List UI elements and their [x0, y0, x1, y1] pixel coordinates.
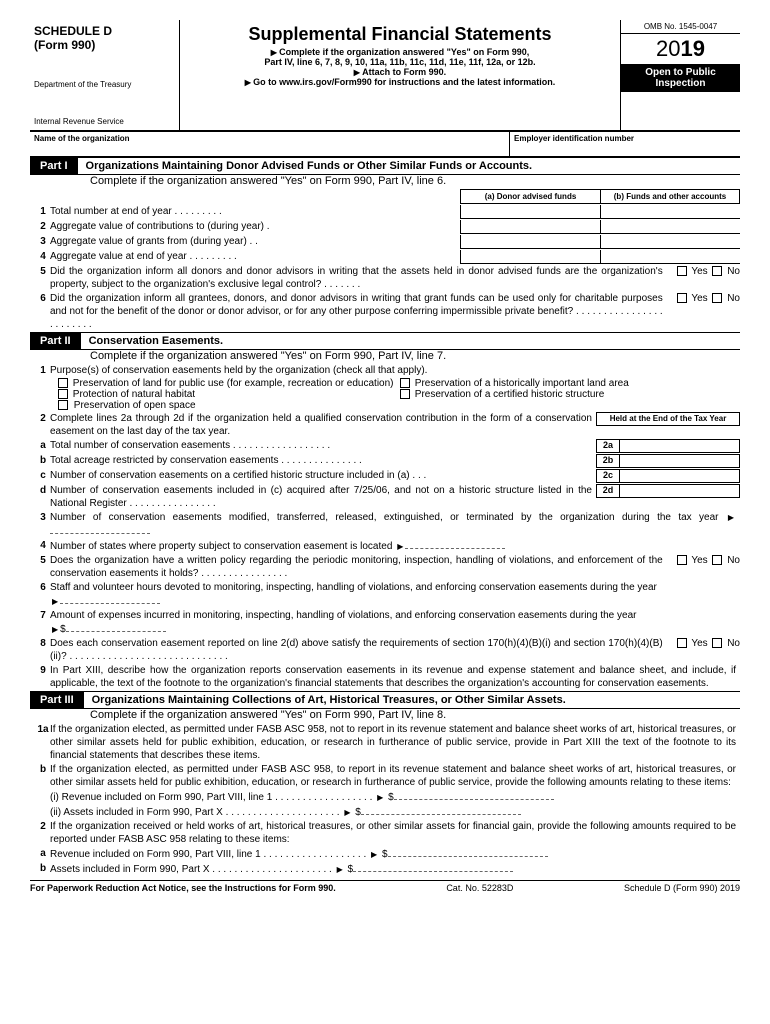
part1-tag: Part I	[30, 158, 78, 174]
ein-label[interactable]: Employer identification number	[510, 132, 740, 156]
part2-line1: 1Purpose(s) of conservation easements he…	[30, 364, 740, 377]
part1-line6: 6Did the organization inform all grantee…	[30, 292, 740, 331]
p2-l3-input[interactable]	[50, 524, 150, 534]
part3-sub: Complete if the organization answered "Y…	[30, 709, 740, 721]
form-header: SCHEDULE D (Form 990) Department of the …	[30, 20, 740, 132]
form-title: Supplemental Financial Statements	[186, 24, 614, 45]
part2-line7: 7Amount of expenses incurred in monitori…	[30, 609, 740, 636]
p1-l3-b[interactable]	[600, 235, 740, 249]
part1-line2: 2Aggregate value of contributions to (du…	[30, 220, 740, 234]
part2-line2d: dNumber of conservation easements includ…	[30, 484, 740, 510]
p2-l5-no[interactable]	[712, 555, 722, 565]
schedule-label: SCHEDULE D	[34, 24, 175, 38]
p2-2a-val[interactable]	[620, 439, 740, 453]
part3-line2b: bAssets included in Form 990, Part X . .…	[30, 862, 740, 876]
part3-line1b: bIf the organization elected, as permitt…	[30, 763, 740, 789]
part2-line6: 6Staff and volunteer hours devoted to mo…	[30, 581, 740, 608]
p2-c5[interactable]	[58, 400, 68, 410]
open-public: Open to PublicInspection	[621, 64, 740, 92]
p1-l6-yes[interactable]	[677, 293, 687, 303]
p2-2c-val[interactable]	[620, 469, 740, 483]
part2-line2: 2 Complete lines 2a through 2d if the or…	[30, 412, 740, 438]
p2-l8-no[interactable]	[712, 638, 722, 648]
part1-sub: Complete if the organization answered "Y…	[30, 175, 740, 187]
part3-line1bi: (i) Revenue included on Form 990, Part V…	[30, 790, 740, 804]
part2-line2b: bTotal acreage restricted by conservatio…	[30, 454, 740, 468]
dept-line1: Department of the Treasury	[34, 80, 175, 89]
part2-header: Part II Conservation Easements.	[30, 332, 740, 350]
p3-2b-input[interactable]	[353, 862, 513, 872]
p1-l6-no[interactable]	[712, 293, 722, 303]
part3-line1a: 1aIf the organization elected, as permit…	[30, 723, 740, 762]
part1-line3: 3Aggregate value of grants from (during …	[30, 235, 740, 249]
p1-l3-a[interactable]	[460, 235, 600, 249]
p3-1bi-input[interactable]	[394, 790, 554, 800]
part2-line3: 3Number of conservation easements modifi…	[30, 511, 740, 538]
end-tax-year-header: Held at the End of the Tax Year	[596, 412, 740, 426]
sub-instruction-1: Complete if the organization answered "Y…	[186, 47, 614, 57]
part2-line8: 8Does each conservation easement reporte…	[30, 637, 740, 663]
p2-c3[interactable]	[58, 389, 68, 399]
form-label: (Form 990)	[34, 38, 175, 52]
part3-line1bii: (ii) Assets included in Form 990, Part X…	[30, 805, 740, 819]
part1-line4: 4Aggregate value at end of year . . . . …	[30, 250, 740, 264]
p1-l2-a[interactable]	[460, 220, 600, 234]
tax-year: 2019	[621, 34, 740, 64]
part2-tag: Part II	[30, 333, 81, 349]
footer-left: For Paperwork Reduction Act Notice, see …	[30, 883, 336, 893]
org-name-label[interactable]: Name of the organization	[30, 132, 510, 156]
p1-l5-yes[interactable]	[677, 266, 687, 276]
p2-l5-yes[interactable]	[677, 555, 687, 565]
part3-tag: Part III	[30, 692, 84, 708]
p2-l6-input[interactable]	[60, 594, 160, 604]
part1-title: Organizations Maintaining Donor Advised …	[78, 160, 533, 172]
p2-c1[interactable]	[58, 378, 68, 388]
p3-1bii-input[interactable]	[361, 805, 521, 815]
part3-title: Organizations Maintaining Collections of…	[84, 694, 566, 706]
p1-l2-b[interactable]	[600, 220, 740, 234]
p2-2d-val[interactable]	[620, 484, 740, 498]
sub-instruction-2: Part IV, line 6, 7, 8, 9, 10, 11a, 11b, …	[186, 57, 614, 67]
part2-line9: 9In Part XIII, describe how the organiza…	[30, 664, 740, 690]
p1-l5-no[interactable]	[712, 266, 722, 276]
name-ein-row: Name of the organization Employer identi…	[30, 132, 740, 157]
p2-c4[interactable]	[400, 389, 410, 399]
p2-c2[interactable]	[400, 378, 410, 388]
footer-right: Schedule D (Form 990) 2019	[624, 883, 740, 893]
p2-l8-yes[interactable]	[677, 638, 687, 648]
part1-header: Part I Organizations Maintaining Donor A…	[30, 157, 740, 175]
part2-sub: Complete if the organization answered "Y…	[30, 350, 740, 362]
part3-line2: 2If the organization received or held wo…	[30, 820, 740, 846]
col-b-header: (b) Funds and other accounts	[600, 189, 740, 204]
page-footer: For Paperwork Reduction Act Notice, see …	[30, 880, 740, 893]
part1-line1: 1Total number at end of year . . . . . .…	[30, 205, 740, 219]
p1-l4-a[interactable]	[460, 250, 600, 264]
p1-l1-a[interactable]	[460, 205, 600, 219]
omb-number: OMB No. 1545-0047	[621, 20, 740, 34]
sub-instruction-3: Attach to Form 990.	[186, 67, 614, 77]
p1-l4-b[interactable]	[600, 250, 740, 264]
part2-line4: 4Number of states where property subject…	[30, 539, 740, 553]
p2-l4-input[interactable]	[405, 539, 505, 549]
col-a-header: (a) Donor advised funds	[460, 189, 600, 204]
dept-line2: Internal Revenue Service	[34, 117, 175, 126]
part1-line5: 5Did the organization inform all donors …	[30, 265, 740, 291]
footer-mid: Cat. No. 52283D	[446, 883, 513, 893]
p3-2a-input[interactable]	[388, 847, 548, 857]
part3-header: Part III Organizations Maintaining Colle…	[30, 691, 740, 709]
part2-line5: 5Does the organization have a written po…	[30, 554, 740, 580]
part2-line2a: aTotal number of conservation easements …	[30, 439, 740, 453]
p1-l1-b[interactable]	[600, 205, 740, 219]
part3-line2a: aRevenue included on Form 990, Part VIII…	[30, 847, 740, 861]
part1-col-headers: (a) Donor advised funds (b) Funds and ot…	[30, 189, 740, 204]
part2-checks: Preservation of land for public use (for…	[30, 378, 740, 389]
p2-2b-val[interactable]	[620, 454, 740, 468]
p2-l7-input[interactable]	[66, 622, 166, 632]
part2-title: Conservation Easements.	[81, 335, 224, 347]
part2-line2c: cNumber of conservation easements on a c…	[30, 469, 740, 483]
sub-instruction-4: Go to www.irs.gov/Form990 for instructio…	[186, 77, 614, 87]
